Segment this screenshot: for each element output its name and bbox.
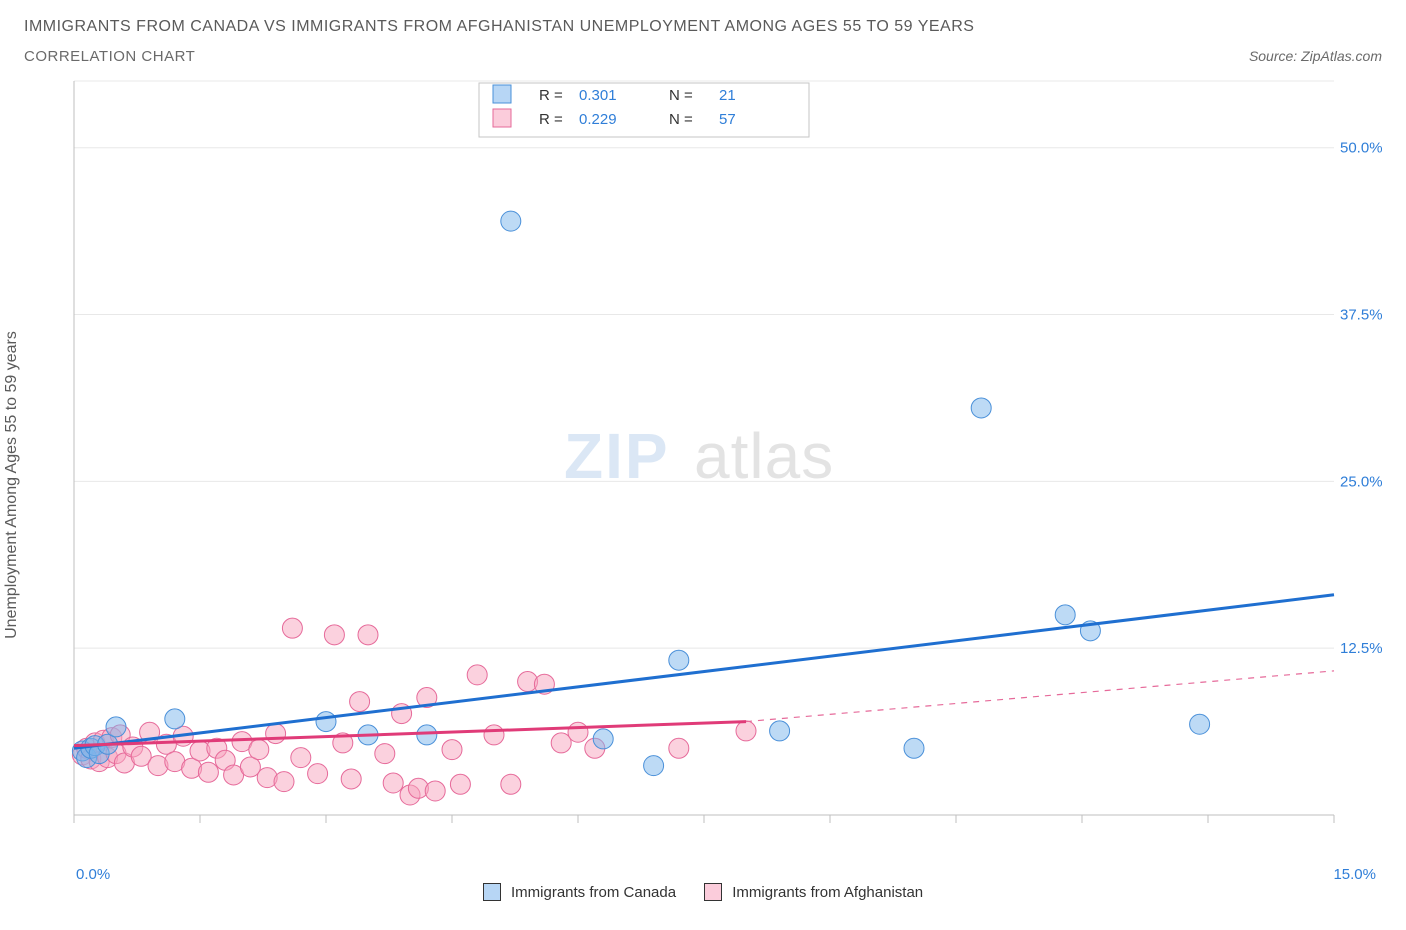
svg-text:N =: N = <box>669 111 693 128</box>
svg-text:57: 57 <box>719 111 736 128</box>
legend-label-blue: Immigrants from Canada <box>511 884 676 901</box>
svg-text:37.5%: 37.5% <box>1340 307 1382 324</box>
correlation-chart: Unemployment Among Ages 55 to 59 years 1… <box>24 75 1382 895</box>
legend-label-pink: Immigrants from Afghanistan <box>732 884 923 901</box>
svg-text:N =: N = <box>669 87 693 104</box>
source-label: Source: <box>1249 48 1297 64</box>
legend-swatch-blue <box>483 883 501 901</box>
svg-text:12.5%: 12.5% <box>1340 640 1382 657</box>
svg-text:atlas: atlas <box>694 420 834 492</box>
svg-text:R =: R = <box>539 87 563 104</box>
svg-text:25.0%: 25.0% <box>1340 473 1382 490</box>
legend-swatch-pink <box>704 883 722 901</box>
x-axis-min-label: 0.0% <box>76 866 110 883</box>
subtitle-row: CORRELATION CHART Source: ZipAtlas.com <box>24 48 1382 65</box>
y-axis-label: Unemployment Among Ages 55 to 59 years <box>3 331 21 639</box>
svg-text:0.301: 0.301 <box>579 87 617 104</box>
svg-text:ZIP: ZIP <box>564 420 670 492</box>
series-legend: Immigrants from Canada Immigrants from A… <box>24 883 1382 901</box>
svg-text:21: 21 <box>719 87 736 104</box>
legend-item-pink: Immigrants from Afghanistan <box>704 883 923 901</box>
svg-text:R =: R = <box>539 111 563 128</box>
source-attribution: Source: ZipAtlas.com <box>1249 48 1382 64</box>
x-axis-max-label: 15.0% <box>1333 866 1376 883</box>
svg-text:50.0%: 50.0% <box>1340 140 1382 157</box>
source-name: ZipAtlas.com <box>1301 48 1382 64</box>
chart-title: IMMIGRANTS FROM CANADA VS IMMIGRANTS FRO… <box>24 18 1382 36</box>
svg-text:0.229: 0.229 <box>579 111 617 128</box>
legend-item-blue: Immigrants from Canada <box>483 883 676 901</box>
chart-subtitle: CORRELATION CHART <box>24 48 195 65</box>
chart-svg: 12.5% 25.0% 37.5% 50.0% ZIP atlas R = 0.301 N = 2… <box>24 75 1382 865</box>
